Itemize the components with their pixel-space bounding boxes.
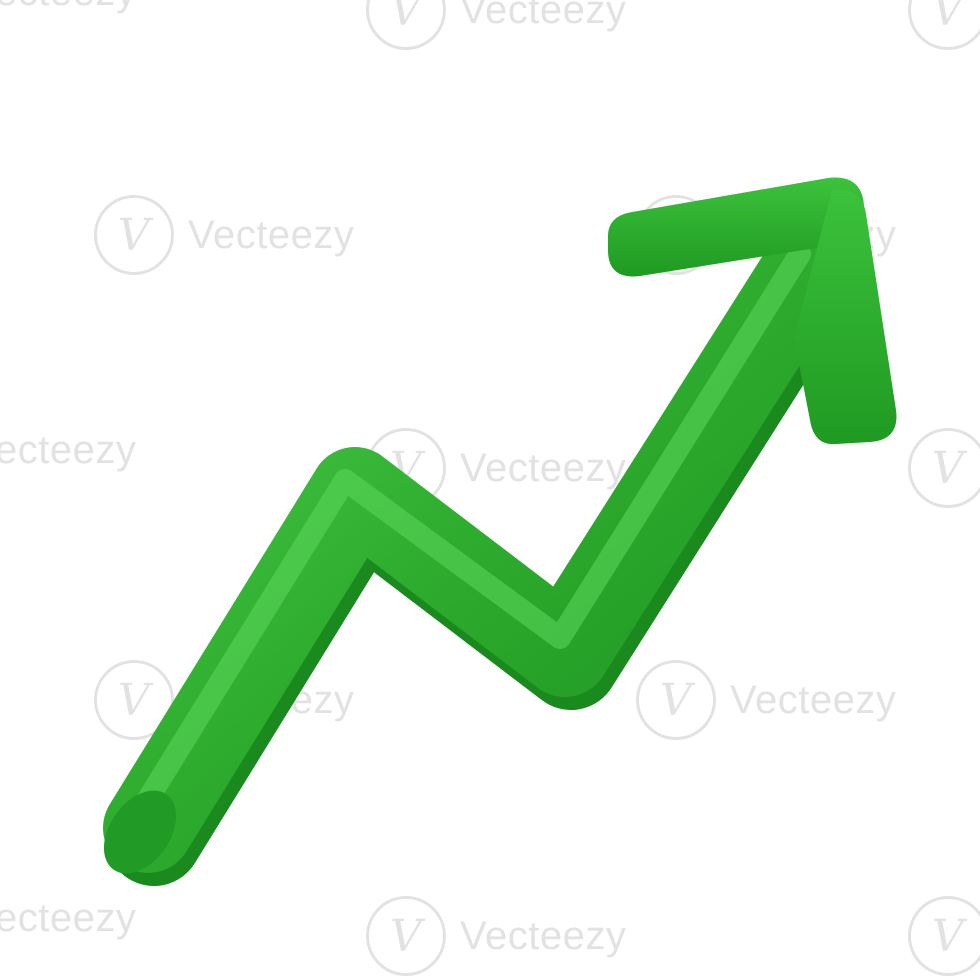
arrow-tail-cap xyxy=(103,790,177,874)
arrow-body xyxy=(103,217,857,873)
arrow-highlight xyxy=(129,243,811,823)
arrow-head-right xyxy=(794,189,897,445)
arrow-head-top xyxy=(608,177,866,277)
